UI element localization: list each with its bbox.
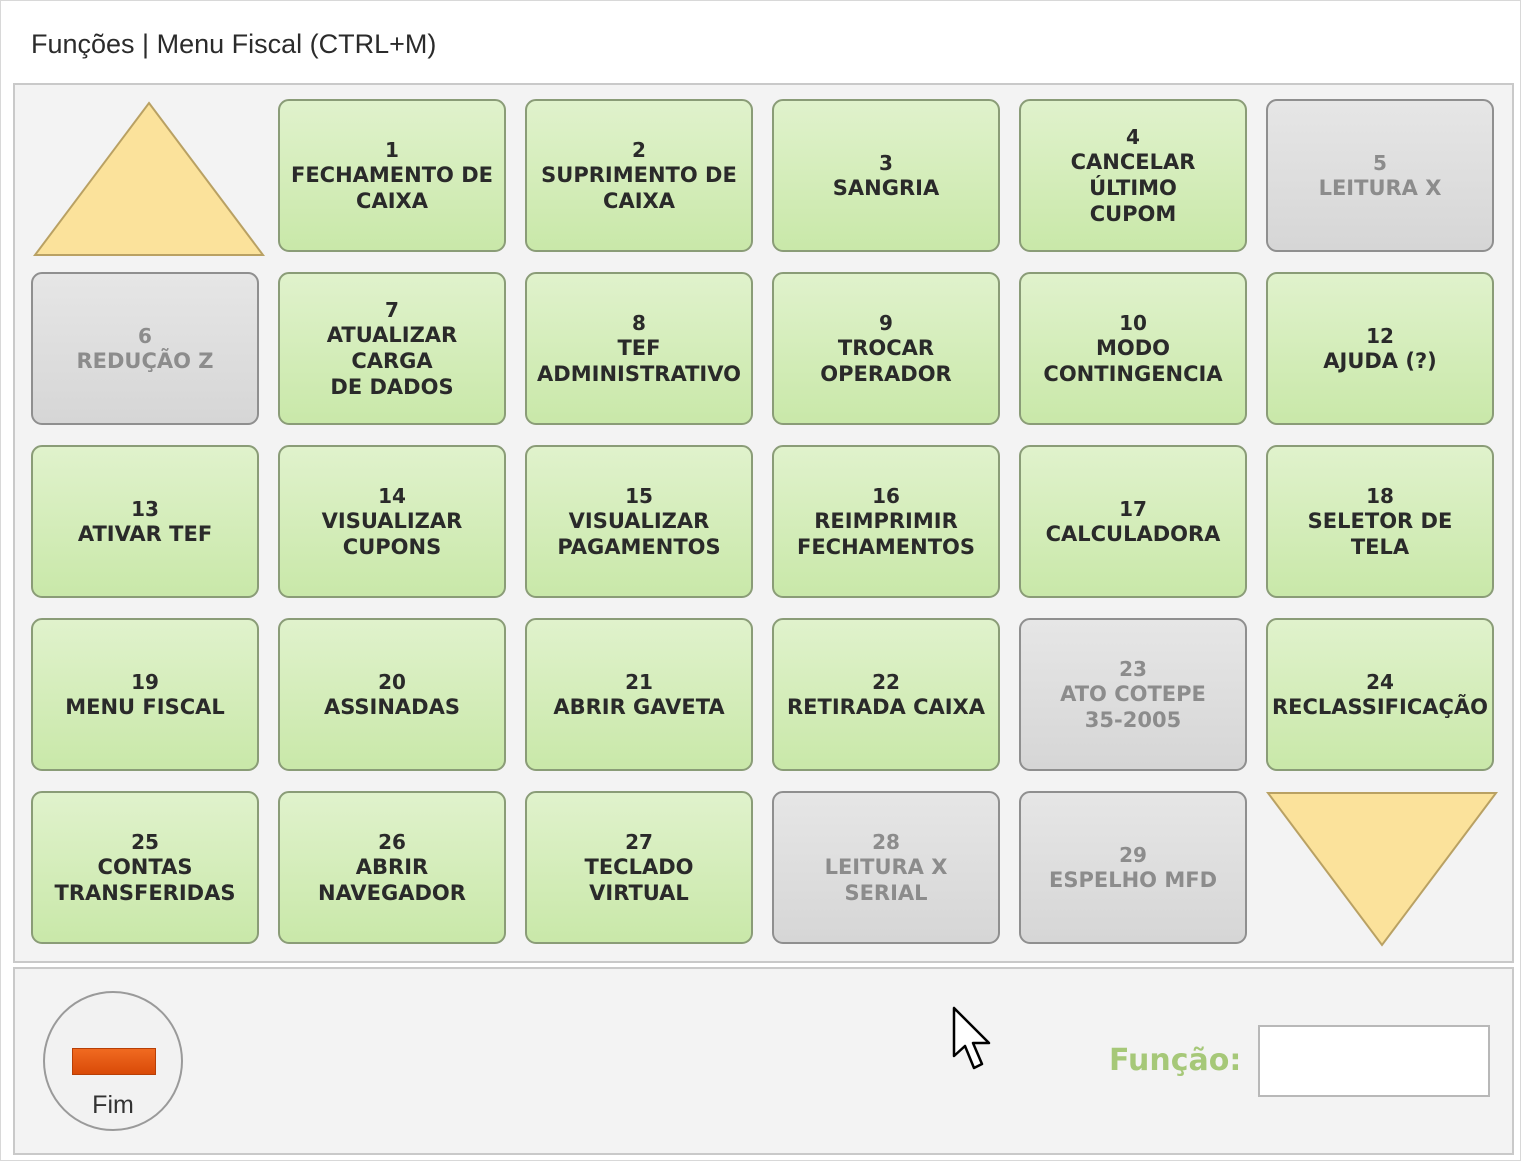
- function-tile-25[interactable]: 25 CONTAS TRANSFERIDAS: [31, 791, 259, 944]
- tile-number: 19: [131, 669, 159, 694]
- tile-label: REIMPRIMIR FECHAMENTOS: [796, 508, 976, 559]
- tile-number: 24: [1366, 669, 1394, 694]
- function-tile-1[interactable]: 1 FECHAMENTO DE CAIXA: [278, 99, 506, 252]
- stop-bar-icon: [72, 1048, 156, 1075]
- function-tile-9[interactable]: 9 TROCAR OPERADOR: [772, 272, 1000, 425]
- tile-number: 27: [625, 829, 653, 854]
- tile-label: TROCAR OPERADOR: [820, 335, 952, 386]
- function-tile-29[interactable]: 29 ESPELHO MFD: [1019, 791, 1247, 944]
- tile-label: MENU FISCAL: [65, 694, 225, 719]
- tile-number: 17: [1119, 496, 1147, 521]
- scroll-up-arrow-icon[interactable]: [31, 99, 267, 259]
- function-tile-12[interactable]: 12 AJUDA (?): [1266, 272, 1494, 425]
- footer-panel: Fim Função:: [13, 967, 1514, 1155]
- function-tile-15[interactable]: 15 VISUALIZAR PAGAMENTOS: [525, 445, 753, 598]
- function-tile-10[interactable]: 10 MODO CONTINGENCIA: [1019, 272, 1247, 425]
- tile-number: 28: [872, 829, 900, 854]
- tile-number: 23: [1119, 656, 1147, 681]
- function-tile-19[interactable]: 19 MENU FISCAL: [31, 618, 259, 771]
- tile-number: 12: [1366, 323, 1394, 348]
- tile-number: 25: [131, 829, 159, 854]
- tile-number: 26: [378, 829, 406, 854]
- tile-number: 14: [378, 483, 406, 508]
- tile-number: 5: [1373, 150, 1387, 175]
- function-tile-8[interactable]: 8 TEF ADMINISTRATIVO: [525, 272, 753, 425]
- tile-label: LEITURA X SERIAL: [824, 854, 948, 905]
- tile-number: 9: [879, 310, 893, 335]
- tile-number: 22: [872, 669, 900, 694]
- tile-number: 29: [1119, 842, 1147, 867]
- tile-number: 21: [625, 669, 653, 694]
- tile-number: 1: [385, 137, 399, 162]
- tile-label: LEITURA X: [1318, 175, 1442, 200]
- tile-label: RECLASSIFICAÇÃO: [1271, 694, 1489, 719]
- tile-label: ASSINADAS: [323, 694, 460, 719]
- tile-number: 4: [1126, 124, 1140, 149]
- tile-label: CALCULADORA: [1045, 521, 1221, 546]
- function-tile-20[interactable]: 20 ASSINADAS: [278, 618, 506, 771]
- title-bar: Funções | Menu Fiscal (CTRL+M): [11, 7, 1516, 81]
- function-tile-5[interactable]: 5 LEITURA X: [1266, 99, 1494, 252]
- tile-label: VISUALIZAR PAGAMENTOS: [557, 508, 721, 559]
- tile-number: 6: [138, 323, 152, 348]
- function-tile-16[interactable]: 16 REIMPRIMIR FECHAMENTOS: [772, 445, 1000, 598]
- function-tile-21[interactable]: 21 ABRIR GAVETA: [525, 618, 753, 771]
- tile-label: ATUALIZAR CARGA DE DADOS: [326, 322, 458, 399]
- tile-number: 16: [872, 483, 900, 508]
- function-tile-3[interactable]: 3 SANGRIA: [772, 99, 1000, 252]
- window-title: Funções | Menu Fiscal (CTRL+M): [31, 29, 437, 59]
- tile-label: ATO COTEPE 35-2005: [1060, 681, 1206, 732]
- tile-label: SANGRIA: [832, 175, 940, 200]
- tile-label: ABRIR NAVEGADOR: [318, 854, 466, 905]
- function-tile-18[interactable]: 18 SELETOR DE TELA: [1266, 445, 1494, 598]
- tile-label: REDUÇÃO Z: [76, 348, 214, 373]
- function-tile-6[interactable]: 6 REDUÇÃO Z: [31, 272, 259, 425]
- tile-number: 7: [385, 297, 399, 322]
- tile-number: 13: [131, 496, 159, 521]
- mouse-pointer-icon: [952, 1006, 991, 1070]
- tile-label: SELETOR DE TELA: [1307, 508, 1453, 559]
- tile-label: SUPRIMENTO DE CAIXA: [541, 162, 737, 213]
- function-tile-13[interactable]: 13 ATIVAR TEF: [31, 445, 259, 598]
- function-tile-23[interactable]: 23 ATO COTEPE 35-2005: [1019, 618, 1247, 771]
- tile-label: RETIRADA CAIXA: [787, 694, 985, 719]
- function-tile-17[interactable]: 17 CALCULADORA: [1019, 445, 1247, 598]
- tile-label: CANCELAR ÚLTIMO CUPOM: [1070, 149, 1196, 226]
- function-tile-4[interactable]: 4 CANCELAR ÚLTIMO CUPOM: [1019, 99, 1247, 252]
- tile-number: 10: [1119, 310, 1147, 335]
- tile-number: 3: [879, 150, 893, 175]
- tile-number: 18: [1366, 483, 1394, 508]
- tile-label: TECLADO VIRTUAL: [584, 854, 694, 905]
- function-tile-22[interactable]: 22 RETIRADA CAIXA: [772, 618, 1000, 771]
- tile-label: MODO CONTINGENCIA: [1043, 335, 1223, 386]
- function-tile-7[interactable]: 7 ATUALIZAR CARGA DE DADOS: [278, 272, 506, 425]
- funcao-input[interactable]: [1258, 1025, 1490, 1097]
- tile-label: CONTAS TRANSFERIDAS: [54, 854, 236, 905]
- fim-button[interactable]: Fim: [43, 991, 183, 1131]
- tile-number: 8: [632, 310, 646, 335]
- function-tile-26[interactable]: 26 ABRIR NAVEGADOR: [278, 791, 506, 944]
- tile-label: FECHAMENTO DE CAIXA: [290, 162, 493, 213]
- tile-label: VISUALIZAR CUPONS: [321, 508, 463, 559]
- tile-number: 2: [632, 137, 646, 162]
- function-tile-2[interactable]: 2 SUPRIMENTO DE CAIXA: [525, 99, 753, 252]
- function-tile-24[interactable]: 24 RECLASSIFICAÇÃO: [1266, 618, 1494, 771]
- scroll-down-arrow-icon[interactable]: [1264, 789, 1500, 949]
- tile-number: 15: [625, 483, 653, 508]
- function-tile-28[interactable]: 28 LEITURA X SERIAL: [772, 791, 1000, 944]
- tile-label: ESPELHO MFD: [1049, 867, 1217, 892]
- funcao-label: Função:: [1109, 1043, 1242, 1078]
- function-tile-27[interactable]: 27 TECLADO VIRTUAL: [525, 791, 753, 944]
- tile-number: 20: [378, 669, 406, 694]
- function-tile-14[interactable]: 14 VISUALIZAR CUPONS: [278, 445, 506, 598]
- tile-label: ATIVAR TEF: [77, 521, 213, 546]
- tile-label: AJUDA (?): [1323, 348, 1437, 373]
- tile-label: ABRIR GAVETA: [553, 694, 725, 719]
- function-grid: 1 FECHAMENTO DE CAIXA 2 SUPRIMENTO DE CAIXA…: [13, 83, 1514, 963]
- tile-label: TEF ADMINISTRATIVO: [537, 335, 741, 386]
- fim-label: Fim: [92, 1091, 134, 1119]
